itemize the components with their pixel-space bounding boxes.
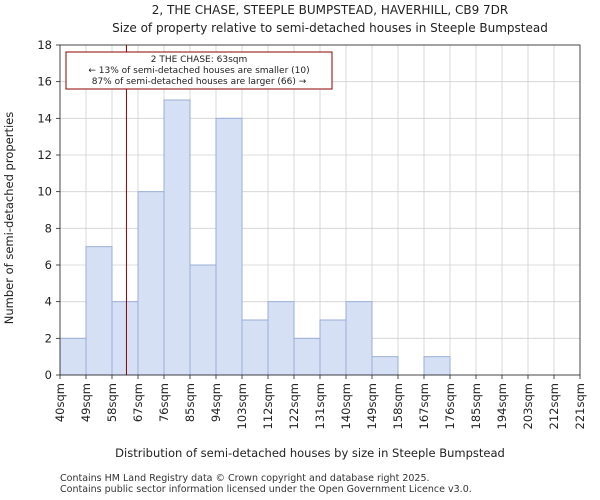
chart-subtitle: Size of property relative to semi-detach… <box>112 21 548 35</box>
histogram-bar <box>423 356 451 376</box>
plot-frame <box>59 44 581 376</box>
histogram-bar <box>189 264 217 376</box>
x-tick-label: 212sqm <box>547 383 561 429</box>
histogram-bar <box>319 319 347 376</box>
annotation-frame <box>65 51 333 90</box>
y-tick-label: 2 <box>45 331 52 345</box>
x-tick-label: 94sqm <box>209 383 223 422</box>
histogram-chart: 2, THE CHASE, STEEPLE BUMPSTEAD, HAVERHI… <box>2 3 587 460</box>
histogram-bar <box>345 301 373 376</box>
x-tick-label: 176sqm <box>443 383 457 429</box>
y-tick-label: 18 <box>37 38 52 52</box>
x-tick-label: 58sqm <box>105 383 119 422</box>
x-axis-ticks: 40sqm 49sqm 58sqm 67sqm 76sqm 85sqm 94sqm 103sq… <box>53 375 587 429</box>
x-tick-label: 185sqm <box>469 383 483 429</box>
footer-licence: Contains public sector information licen… <box>60 484 472 495</box>
x-tick-label: 103sqm <box>235 383 249 429</box>
y-axis-ticks: 0 2 4 6 8 10 12 14 16 18 <box>37 38 60 382</box>
x-tick-label: 67sqm <box>131 383 145 422</box>
x-tick-label: 194sqm <box>495 383 509 429</box>
x-tick-label: 221sqm <box>573 383 587 429</box>
y-tick-label: 12 <box>37 148 52 162</box>
histogram-bar <box>85 246 113 376</box>
y-tick-label: 0 <box>45 368 52 382</box>
x-tick-label: 131sqm <box>313 383 327 429</box>
x-tick-label: 140sqm <box>339 383 353 429</box>
y-tick-label: 4 <box>45 295 52 309</box>
x-tick-label: 49sqm <box>79 383 93 422</box>
histogram-bar <box>163 99 191 376</box>
histogram-bar <box>137 191 165 376</box>
annotation-line-1: 2 THE CHASE: 63sqm <box>151 55 248 65</box>
x-tick-label: 203sqm <box>521 383 535 429</box>
x-axis-label: Distribution of semi-detached houses by … <box>115 446 505 460</box>
annotation-line-3: 87% of semi-detached houses are larger (… <box>92 77 307 87</box>
chart-title: 2, THE CHASE, STEEPLE BUMPSTEAD, HAVERHI… <box>152 3 509 17</box>
bars <box>59 99 451 376</box>
y-tick-label: 10 <box>37 185 52 199</box>
x-tick-label: 112sqm <box>261 383 275 429</box>
y-axis-label: Number of semi-detached properties <box>2 112 16 324</box>
y-tick-label: 16 <box>37 75 52 89</box>
x-tick-label: 167sqm <box>417 383 431 429</box>
x-tick-label: 122sqm <box>287 383 301 429</box>
histogram-bar <box>293 337 321 376</box>
x-tick-label: 85sqm <box>183 383 197 422</box>
footer-copyright: Contains HM Land Registry data © Crown c… <box>60 473 430 484</box>
x-tick-label: 158sqm <box>391 383 405 429</box>
y-tick-label: 6 <box>45 258 52 272</box>
histogram-bar <box>267 301 295 376</box>
annotation-box: 2 THE CHASE: 63sqm ← 13% of semi-detache… <box>65 51 333 90</box>
histogram-bar <box>59 337 87 376</box>
x-tick-label: 149sqm <box>365 383 379 429</box>
histogram-bar <box>111 301 139 376</box>
y-tick-label: 8 <box>45 221 52 235</box>
histogram-bar <box>241 319 269 376</box>
histogram-bar <box>215 117 243 376</box>
y-tick-label: 14 <box>37 111 52 125</box>
x-tick-label: 76sqm <box>157 383 171 422</box>
x-tick-label: 40sqm <box>53 383 67 422</box>
annotation-line-2: ← 13% of semi-detached houses are smalle… <box>88 66 309 76</box>
histogram-bar <box>371 356 399 376</box>
